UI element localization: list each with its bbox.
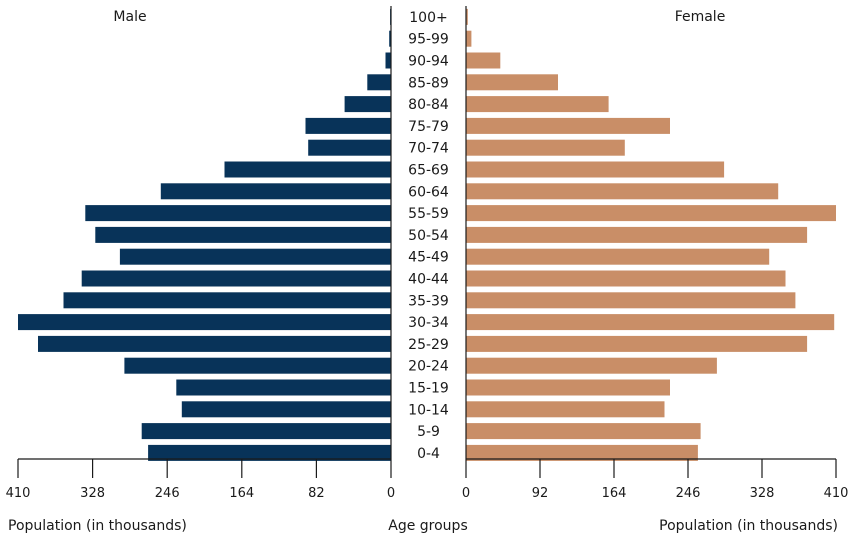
male-bar-40-44 — [81, 270, 391, 287]
center-axis-title: Age groups — [388, 518, 467, 534]
male-bar-50-54 — [95, 226, 392, 243]
female-bar-100+ — [466, 8, 468, 25]
male-bar-45-49 — [119, 248, 392, 265]
age-group-label: 25-29 — [408, 337, 449, 353]
right-tick-label: 164 — [602, 486, 627, 501]
age-group-label: 5-9 — [417, 424, 440, 440]
female-bar-85-89 — [466, 74, 558, 91]
female-bar-55-59 — [466, 205, 836, 222]
male-bar-15-19 — [176, 379, 391, 396]
age-group-label: 45-49 — [408, 250, 449, 266]
age-group-label: 20-24 — [408, 359, 449, 375]
male-bar-30-34 — [18, 314, 391, 331]
left-tick-label: 246 — [155, 486, 180, 501]
age-group-label: 75-79 — [408, 119, 449, 135]
age-group-label: 85-89 — [408, 75, 449, 91]
female-bar-5-9 — [466, 423, 701, 440]
right-axis-title: Population (in thousands) — [659, 518, 838, 534]
female-bar-20-24 — [466, 357, 717, 374]
age-group-label: 0-4 — [417, 446, 440, 462]
male-bar-60-64 — [160, 183, 391, 200]
female-bar-75-79 — [466, 117, 670, 134]
male-legend-label: Male — [113, 9, 146, 25]
male-bar-90-94 — [385, 52, 391, 69]
left-tick-label: 82 — [308, 486, 325, 501]
female-bar-95-99 — [466, 30, 472, 47]
right-axis-ticks: 0 92 164 246 328 410 — [462, 459, 849, 501]
male-bar-10-14 — [181, 401, 391, 418]
age-group-label: 40-44 — [408, 272, 449, 288]
female-bar-90-94 — [466, 52, 501, 69]
male-bar-55-59 — [85, 205, 392, 222]
left-tick-label: 0 — [387, 486, 395, 501]
male-bar-35-39 — [63, 292, 391, 309]
male-bar-85-89 — [367, 74, 391, 91]
right-tick-label: 246 — [676, 486, 701, 501]
female-bar-80-84 — [466, 96, 609, 113]
female-bar-25-29 — [466, 335, 808, 352]
male-bar-25-29 — [38, 335, 391, 352]
male-bar-0-4 — [148, 444, 391, 461]
right-tick-label: 328 — [750, 486, 775, 501]
age-group-label: 90-94 — [408, 54, 449, 70]
left-tick-label: 410 — [6, 486, 31, 501]
female-bar-60-64 — [466, 183, 779, 200]
age-group-label: 70-74 — [408, 141, 449, 157]
female-bars — [466, 8, 836, 461]
left-axis-title: Population (in thousands) — [8, 518, 187, 534]
female-bar-10-14 — [466, 401, 665, 418]
male-bar-70-74 — [308, 139, 391, 156]
age-group-label: 55-59 — [408, 206, 449, 222]
age-group-label: 80-84 — [408, 97, 449, 113]
male-bars — [18, 8, 392, 461]
left-tick-label: 328 — [80, 486, 105, 501]
female-bar-35-39 — [466, 292, 796, 309]
age-group-label: 100+ — [409, 10, 447, 26]
female-bar-65-69 — [466, 161, 725, 178]
age-group-label: 65-69 — [408, 163, 449, 179]
female-bar-15-19 — [466, 379, 670, 396]
age-group-label: 95-99 — [408, 32, 449, 48]
age-group-label: 60-64 — [408, 184, 449, 200]
right-tick-label: 0 — [462, 486, 470, 501]
female-bar-30-34 — [466, 314, 835, 331]
female-bar-45-49 — [466, 248, 770, 265]
age-group-label: 30-34 — [408, 315, 449, 331]
right-tick-label: 92 — [532, 486, 549, 501]
male-bar-65-69 — [224, 161, 391, 178]
male-bar-80-84 — [344, 96, 391, 113]
age-group-label: 35-39 — [408, 293, 449, 309]
age-group-label: 15-19 — [408, 381, 449, 397]
age-group-label: 10-14 — [408, 402, 449, 418]
female-bar-70-74 — [466, 139, 625, 156]
male-bar-5-9 — [141, 423, 391, 440]
male-bar-20-24 — [124, 357, 392, 374]
left-tick-label: 164 — [229, 486, 254, 501]
left-axis-ticks: 410 328 246 164 82 0 — [6, 459, 395, 501]
male-bar-95-99 — [389, 30, 391, 47]
right-tick-label: 410 — [824, 486, 849, 501]
female-bar-0-4 — [466, 444, 698, 461]
female-legend-label: Female — [675, 9, 726, 25]
female-bar-50-54 — [466, 226, 808, 243]
male-bar-75-79 — [305, 117, 391, 134]
female-bar-40-44 — [466, 270, 786, 287]
age-group-labels: 100+ 95-99 90-94 85-89 80-84 75-79 70-74 65-69 6… — [408, 10, 449, 462]
age-group-label: 50-54 — [408, 228, 449, 244]
